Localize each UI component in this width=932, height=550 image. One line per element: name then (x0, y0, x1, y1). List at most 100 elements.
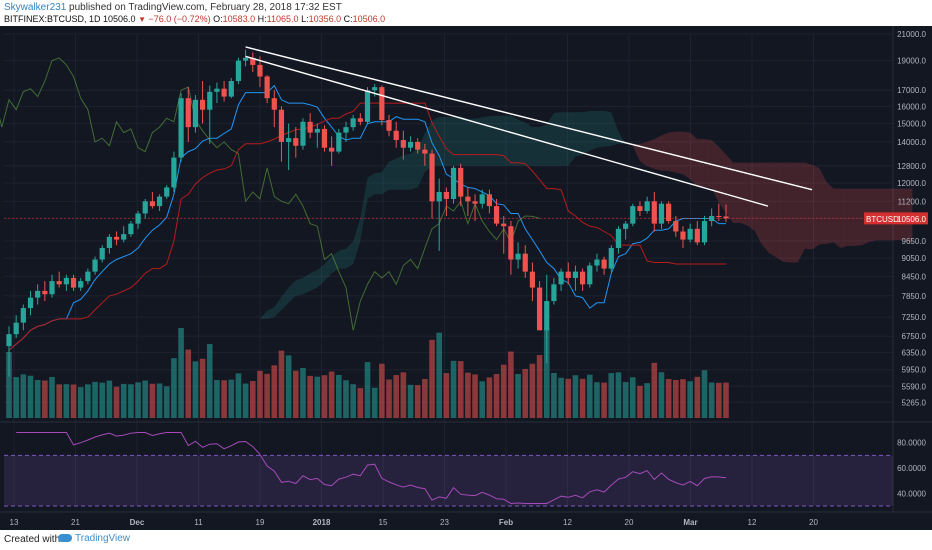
symbol-label: BITFINEX:BTCUSD, 1D (4, 14, 101, 24)
cloud-segment (797, 162, 805, 263)
cloud-segment (403, 153, 411, 190)
time-tick-label: 23 (440, 518, 449, 527)
rsi-band (4, 455, 893, 506)
volume-bar (70, 384, 77, 418)
cloud-segment (682, 131, 691, 180)
price-tick-label: 15000.0 (897, 120, 926, 129)
volume-bar (163, 386, 170, 418)
volume-bar (493, 374, 500, 418)
candle-body (6, 334, 12, 347)
volume-bar (371, 387, 378, 418)
volume-bar (27, 375, 34, 418)
volume-bar (178, 328, 184, 418)
candle-body (336, 132, 342, 152)
volume-bar (264, 373, 270, 418)
cloud-segment (532, 126, 540, 166)
time-tick-label: Mar (683, 518, 697, 527)
candle-body (479, 194, 485, 204)
price-tick-label: 12000.0 (897, 179, 926, 188)
candle-body (92, 259, 98, 272)
candle-body (35, 290, 41, 298)
cloud-segment (647, 139, 655, 169)
cloud-segment (467, 118, 476, 166)
candle-body (486, 194, 492, 207)
volume-bar (171, 358, 177, 418)
candle-body (13, 322, 19, 335)
candle-body (608, 247, 614, 269)
candle-body (615, 228, 622, 248)
candle-body (587, 265, 593, 285)
candle-body (171, 157, 177, 188)
cloud-segment (338, 248, 346, 269)
cloud-segment (855, 188, 863, 246)
cloud-segment (482, 116, 490, 166)
volume-bar (429, 339, 435, 418)
volume-bar (13, 377, 19, 418)
price-tick-label: 9650.0 (902, 237, 927, 246)
volume-bar (450, 360, 457, 418)
candle-body (20, 308, 26, 323)
candle-body (644, 201, 650, 212)
rsi-tick-label: 80.0000 (897, 439, 926, 448)
cloud-segment (776, 162, 784, 262)
volume-bar (20, 374, 27, 418)
candle-body (264, 76, 270, 99)
cloud-segment (518, 119, 526, 166)
volume-bar (293, 370, 299, 418)
candle-body (128, 223, 134, 235)
candle-body (307, 121, 313, 133)
cloud-segment (726, 154, 734, 223)
volume-bar (221, 380, 227, 418)
volume-bar (622, 381, 629, 418)
chart-area[interactable]: 80.0000 60.0000 40.0000 BTCUSD 10506.0 21000… (0, 26, 932, 530)
cloud-segment (489, 115, 497, 166)
volume-bar (651, 362, 658, 418)
time-tick-label: 11 (194, 518, 203, 527)
cloud-segment (324, 256, 332, 282)
cloud-segment (790, 162, 798, 263)
candles (6, 49, 729, 377)
candle-body (630, 206, 636, 224)
volume-bar (106, 380, 113, 418)
candle-body (673, 221, 679, 232)
candle-body (63, 277, 69, 285)
price-tick-label: 19000.0 (897, 57, 926, 66)
volume-bar (723, 382, 729, 418)
cloud-segment (761, 162, 770, 253)
cloud-segment (475, 117, 483, 166)
candle-body (135, 213, 141, 224)
cloud-segment (302, 273, 311, 295)
cloud-segment (675, 131, 683, 175)
cloud-segment (367, 173, 375, 199)
time-tick-label: 21 (71, 518, 80, 527)
tradingview-logo[interactable]: TradingView (58, 533, 130, 544)
candle-body (515, 253, 521, 260)
price-change: −76.0 (−0.72%) (148, 14, 211, 24)
chart-background (0, 26, 932, 530)
time-tick-label: Dec (130, 518, 145, 527)
volume-bar (77, 387, 84, 418)
volume-bar (85, 384, 91, 418)
author-link[interactable]: Skywalker231 (4, 2, 67, 13)
cloud-segment (374, 172, 382, 195)
cloud-segment (568, 112, 576, 166)
volume-bar (644, 383, 650, 418)
volume-bar (694, 376, 701, 418)
volume-bar (379, 363, 385, 418)
candle-body (199, 99, 206, 110)
volume-bar (665, 378, 672, 418)
volume-bar (673, 380, 679, 418)
candle-body (386, 120, 392, 131)
candle-body (429, 153, 435, 202)
candle-body (701, 221, 708, 243)
volume-bar (422, 378, 428, 418)
candle-body (221, 88, 227, 97)
time-axis[interactable]: 13 21 Dec 11 19 2018 15 23 Feb 12 20 Mar 12 20 (0, 511, 932, 530)
volume-bar (206, 344, 213, 418)
price-tag-symbol: BTCUSD (866, 215, 899, 224)
volume-bar (49, 376, 55, 418)
trendlines[interactable] (245, 46, 813, 207)
volume-bar (249, 381, 256, 418)
